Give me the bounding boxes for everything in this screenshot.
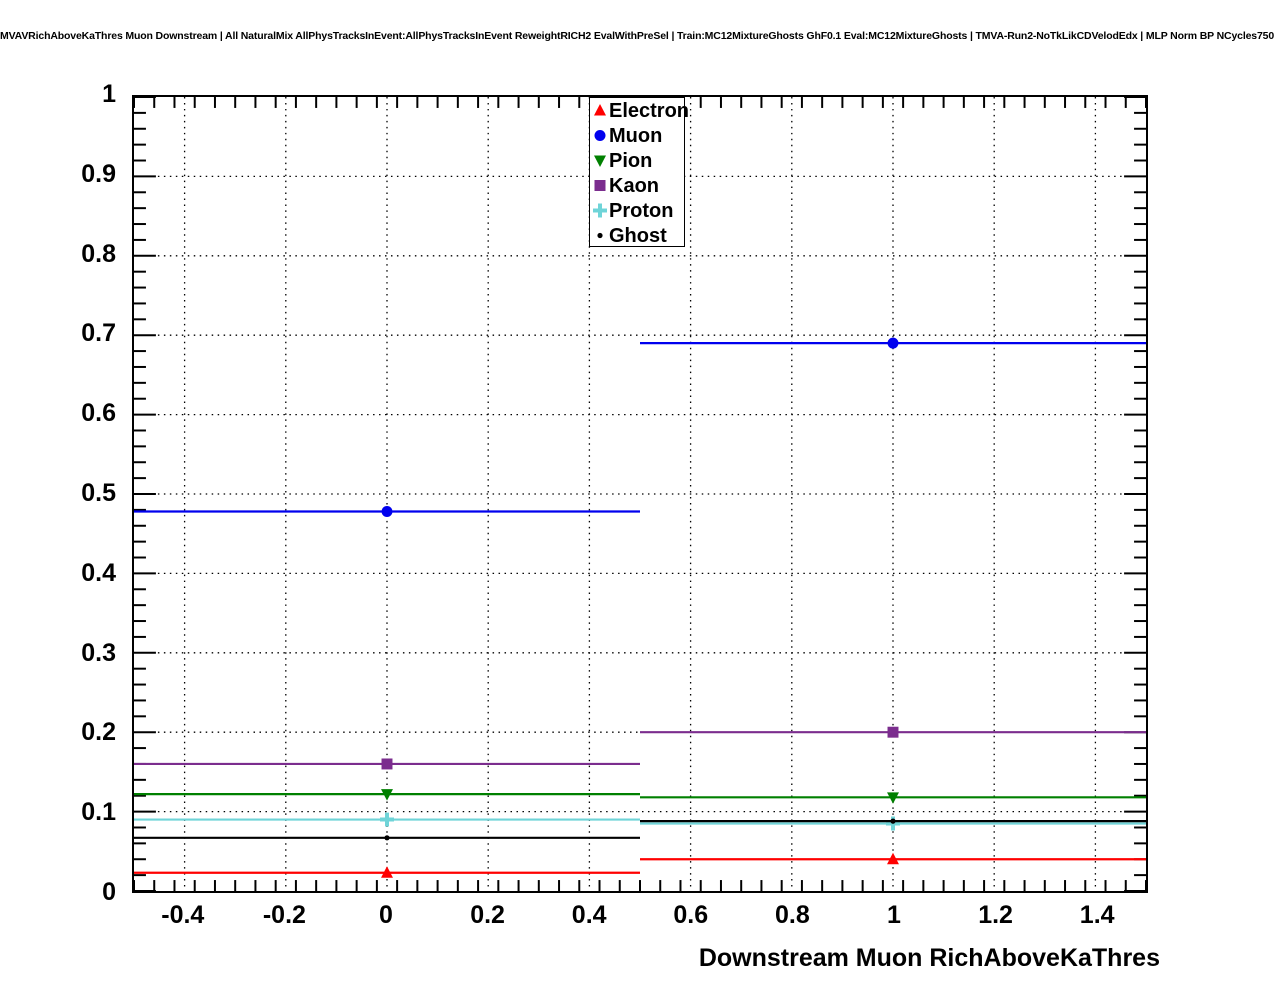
legend-label: Muon	[609, 124, 663, 147]
x-tick-label: 1.2	[978, 901, 1013, 929]
triangle-down-marker	[381, 789, 393, 801]
dot-icon	[592, 223, 608, 248]
y-tick-label: 0.4	[81, 558, 116, 587]
x-tick-label: 0.6	[673, 901, 709, 929]
y-tick-label: 0.1	[81, 798, 116, 827]
legend-label: Proton	[609, 199, 674, 222]
cross-marker	[593, 203, 607, 218]
legend-label: Ghost	[609, 224, 667, 247]
x-tick-label: -0.2	[262, 901, 306, 929]
legend-label: Electron	[609, 99, 690, 122]
plot-title: MVAVRichAboveKaThres Muon Downstream | A…	[0, 30, 1276, 42]
triangle-up-marker	[887, 852, 899, 865]
square-marker	[381, 758, 393, 770]
square-icon	[592, 173, 608, 198]
legend-entry-pion[interactable]: Pion	[590, 148, 684, 173]
circle-icon	[592, 123, 608, 148]
x-tick-label: 0.8	[775, 901, 810, 929]
x-axis-title: Downstream Muon RichAboveKaThres	[698, 944, 1160, 972]
x-tick-label: -0.4	[161, 901, 205, 929]
series-electron	[134, 852, 1146, 878]
cross-icon	[592, 198, 608, 223]
x-tick-label: 0.4	[571, 901, 607, 929]
x-tick-label: 1.4	[1079, 901, 1115, 929]
y-tick-label: 0	[102, 878, 116, 906]
triangle-down-icon	[592, 148, 608, 173]
y-tick-label: 0.9	[81, 159, 116, 188]
circle-marker	[594, 130, 606, 141]
dot-marker	[384, 835, 390, 841]
series-pion	[134, 789, 1146, 804]
y-tick-label: 0.8	[81, 239, 116, 268]
triangle-down-marker	[594, 155, 606, 167]
legend-label: Kaon	[609, 174, 659, 197]
y-tick-label: 0.3	[81, 638, 116, 667]
legend-entry-muon[interactable]: Muon	[590, 123, 684, 148]
series-ghost	[134, 818, 1146, 841]
triangle-down-marker	[887, 792, 899, 804]
y-tick-label: 0.6	[81, 399, 116, 428]
legend-entry-ghost[interactable]: Ghost	[590, 223, 684, 248]
legend-entry-electron[interactable]: Electron	[590, 98, 689, 123]
dot-marker	[597, 232, 603, 239]
legend-box[interactable]: Electron Muon Pion Kaon Proton Ghost	[589, 97, 689, 248]
y-tick-label: 0.2	[81, 718, 116, 747]
series-muon	[134, 337, 1146, 517]
triangle-up-marker	[381, 866, 393, 878]
series-kaon	[134, 726, 1146, 770]
circle-marker	[887, 337, 899, 349]
square-marker	[887, 726, 899, 738]
legend-label: Pion	[609, 149, 653, 172]
dot-marker	[890, 818, 896, 824]
y-tick-label: 0.5	[81, 479, 116, 507]
legend-entry-proton[interactable]: Proton	[590, 198, 684, 223]
data-series-layer	[134, 337, 1146, 878]
cross-marker	[380, 812, 394, 827]
circle-marker	[381, 505, 393, 517]
square-marker	[594, 180, 606, 191]
legend-entry-kaon[interactable]: Kaon	[590, 173, 684, 198]
x-tick-label: 1	[887, 901, 901, 929]
y-tick-label: 1	[102, 80, 116, 108]
y-tick-label: 0.7	[81, 319, 116, 348]
x-tick-label: 0.2	[470, 901, 505, 929]
triangle-up-marker	[594, 104, 606, 116]
triangle-up-icon	[592, 98, 608, 123]
x-tick-label: 0	[379, 901, 393, 929]
